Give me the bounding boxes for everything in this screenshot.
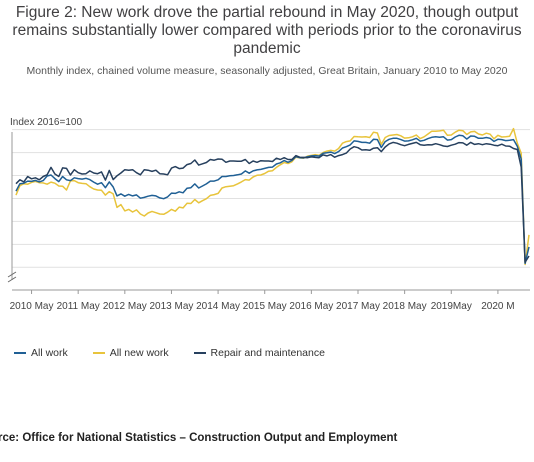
legend-label-all-new-work: All new work xyxy=(109,347,169,359)
legend-swatch-all-new-work xyxy=(92,352,105,354)
legend: All work All new work Repair and mainten… xyxy=(14,345,347,359)
source-note: urce: Office for National Statistics – C… xyxy=(0,432,398,444)
y-axis-label: Index 2016=100 xyxy=(10,117,82,128)
x-tick-label-0: 2010 May xyxy=(10,301,54,312)
x-tick-label-7: 2017 May xyxy=(336,301,380,312)
x-tick-label-3: 2013 May xyxy=(149,301,193,312)
x-tick-label-6: 2016 May xyxy=(289,301,333,312)
chart-title-text: Figure 2: New work drove the partial reb… xyxy=(12,4,522,57)
axis-break-mark-1 xyxy=(7,271,17,278)
x-tick-label-5: 2015 May xyxy=(243,301,287,312)
x-tick-label-1: 2011 May xyxy=(57,301,100,312)
chart-title: Figure 2: New work drove the partial reb… xyxy=(0,4,534,58)
legend-item-repair: Repair and maintenance xyxy=(193,347,325,359)
series-line-repair-and-maintenance xyxy=(15,141,530,263)
legend-label-all-work: All work xyxy=(31,347,68,359)
x-tick-label-8: 2018 May xyxy=(383,301,427,312)
legend-item-all-work: All work xyxy=(14,347,68,359)
legend-swatch-all-work xyxy=(14,352,26,354)
axis-break-mark-2 xyxy=(7,276,17,283)
legend-label-repair: Repair and maintenance xyxy=(210,347,325,359)
legend-swatch-repair xyxy=(193,352,206,354)
x-tick-label-2: 2012 May xyxy=(103,301,147,312)
x-tick-label-9: 2019May xyxy=(431,301,472,312)
x-tick-label-4: 2014 May xyxy=(196,301,240,312)
x-tick-label-10: 2020 M xyxy=(481,301,514,312)
legend-item-all-new-work: All new work xyxy=(92,347,169,359)
series-line-all-work xyxy=(15,134,530,265)
chart-subtitle: Monthly index, chained volume measure, s… xyxy=(26,65,508,77)
series-line-all-new-work xyxy=(15,127,530,266)
